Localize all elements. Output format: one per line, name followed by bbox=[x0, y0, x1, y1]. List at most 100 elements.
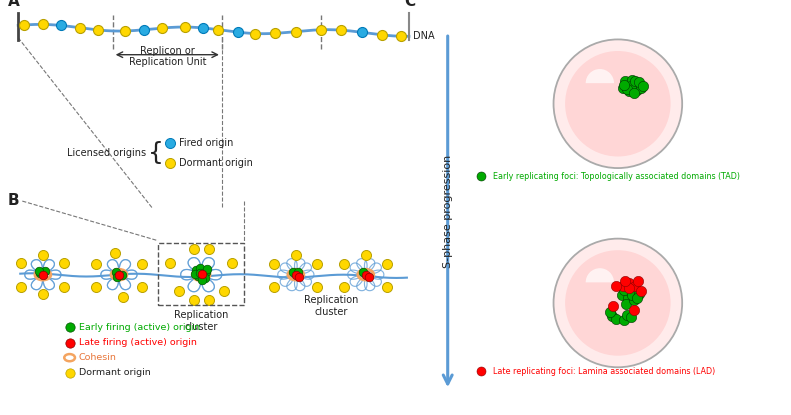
Point bbox=[637, 83, 649, 90]
Point bbox=[627, 307, 640, 314]
Point bbox=[32, 268, 45, 274]
Point bbox=[36, 271, 49, 278]
Point bbox=[287, 269, 300, 276]
Point bbox=[293, 273, 305, 280]
Point bbox=[628, 296, 641, 303]
Point bbox=[624, 288, 637, 295]
Point bbox=[232, 29, 244, 36]
Point bbox=[188, 271, 201, 277]
Point bbox=[268, 261, 281, 267]
Point bbox=[605, 313, 618, 320]
Point bbox=[110, 269, 123, 276]
Point bbox=[630, 295, 643, 301]
Text: DNA: DNA bbox=[413, 31, 435, 41]
Point bbox=[338, 283, 350, 290]
Point bbox=[629, 283, 642, 290]
Point bbox=[36, 291, 49, 298]
Point bbox=[218, 287, 230, 294]
Point bbox=[156, 25, 168, 32]
Point bbox=[623, 280, 636, 286]
Point bbox=[199, 275, 211, 282]
Wedge shape bbox=[585, 69, 614, 83]
Point bbox=[268, 283, 281, 290]
Text: S-phase progression: S-phase progression bbox=[443, 155, 452, 268]
Point bbox=[194, 265, 206, 271]
Point bbox=[115, 271, 128, 278]
Point bbox=[615, 292, 628, 299]
Point bbox=[314, 27, 327, 33]
Point bbox=[620, 300, 633, 307]
Point bbox=[621, 86, 634, 93]
Text: Late firing (active) origin: Late firing (active) origin bbox=[78, 338, 196, 347]
Point bbox=[112, 271, 125, 278]
Point bbox=[290, 28, 302, 35]
Point bbox=[359, 252, 372, 259]
Point bbox=[197, 24, 210, 31]
Text: Replication
cluster: Replication cluster bbox=[304, 295, 358, 317]
Point bbox=[609, 315, 622, 322]
Point bbox=[92, 27, 104, 33]
Point bbox=[202, 297, 215, 304]
Point bbox=[195, 276, 208, 283]
Text: C: C bbox=[404, 0, 415, 9]
Point bbox=[38, 268, 51, 274]
Point bbox=[626, 76, 638, 83]
Point bbox=[269, 30, 282, 37]
Point bbox=[627, 83, 640, 90]
Point bbox=[191, 273, 204, 279]
Point bbox=[111, 273, 123, 280]
Point bbox=[630, 87, 643, 94]
Text: Early firing (active) origin: Early firing (active) origin bbox=[78, 323, 200, 332]
Point bbox=[63, 339, 76, 346]
Point bbox=[90, 283, 103, 290]
Point bbox=[135, 283, 148, 290]
Point bbox=[395, 33, 407, 39]
Circle shape bbox=[554, 239, 682, 367]
Text: B: B bbox=[7, 193, 19, 208]
Point bbox=[623, 285, 636, 292]
Point bbox=[475, 368, 487, 375]
Point bbox=[15, 283, 28, 290]
Point bbox=[626, 291, 638, 298]
Point bbox=[625, 314, 638, 321]
Circle shape bbox=[554, 39, 682, 168]
Point bbox=[631, 278, 644, 285]
Point bbox=[625, 83, 638, 90]
Point bbox=[292, 269, 305, 276]
Text: Replicon or
Replication Unit: Replicon or Replication Unit bbox=[129, 46, 206, 67]
Point bbox=[119, 28, 131, 34]
Point bbox=[190, 267, 202, 273]
Circle shape bbox=[565, 51, 671, 156]
Point bbox=[138, 27, 150, 33]
Point bbox=[15, 259, 28, 266]
Point bbox=[604, 309, 616, 315]
Text: Early replicating foci: Topologically associated domains (TAD): Early replicating foci: Topologically as… bbox=[493, 172, 740, 181]
Point bbox=[621, 312, 634, 319]
Text: Dormant origin: Dormant origin bbox=[179, 158, 252, 168]
Point bbox=[618, 286, 630, 293]
Point bbox=[164, 139, 176, 146]
Point bbox=[475, 173, 487, 180]
Point bbox=[63, 369, 76, 376]
Point bbox=[622, 81, 634, 87]
Point bbox=[622, 295, 634, 301]
Point bbox=[338, 261, 350, 267]
Text: Fired origin: Fired origin bbox=[179, 138, 233, 148]
Point bbox=[628, 90, 641, 97]
Point bbox=[632, 81, 645, 87]
Point bbox=[618, 82, 630, 88]
Point bbox=[195, 271, 208, 277]
Circle shape bbox=[565, 250, 671, 356]
Wedge shape bbox=[585, 268, 614, 282]
Text: Dormant origin: Dormant origin bbox=[78, 368, 150, 377]
Point bbox=[380, 261, 393, 267]
Point bbox=[634, 85, 647, 91]
Point bbox=[311, 261, 324, 267]
Text: Replication
cluster: Replication cluster bbox=[174, 310, 229, 332]
Point bbox=[311, 283, 324, 290]
Point bbox=[90, 261, 103, 267]
Point bbox=[18, 22, 31, 28]
Point bbox=[380, 283, 393, 290]
Point bbox=[248, 30, 261, 37]
Point bbox=[201, 266, 214, 272]
